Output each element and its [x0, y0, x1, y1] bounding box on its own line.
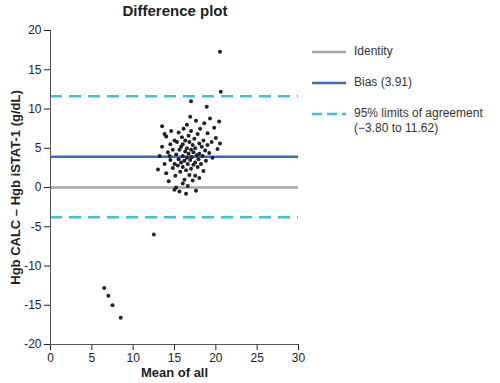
svg-text:30: 30	[292, 351, 306, 365]
svg-text:5: 5	[88, 351, 95, 365]
svg-text:25: 25	[250, 351, 264, 365]
html-text:95% limits of agreement (−3.80: 95% limits of agreement (−3.80 to 11.62)	[354, 106, 483, 135]
svg-text:Hgb CALC – Hgb iSTAT-1 (g/dL): Hgb CALC – Hgb iSTAT-1 (g/dL)	[8, 90, 23, 285]
html-text:Identity: Identity	[354, 44, 393, 58]
html-text:Difference plot: Difference plot	[122, 2, 228, 19]
svg-text:5: 5	[35, 141, 42, 155]
svg-text:-20: -20	[24, 337, 42, 351]
svg-text:0: 0	[47, 351, 54, 365]
svg-text:Mean of all: Mean of all	[141, 365, 208, 380]
svg-text:-5: -5	[31, 220, 42, 234]
svg-text:-10: -10	[24, 259, 42, 273]
svg-text:10: 10	[126, 351, 140, 365]
svg-text:10: 10	[28, 102, 42, 116]
svg-text:20: 20	[28, 23, 42, 37]
svg-text:15: 15	[28, 63, 42, 77]
svg-text:0: 0	[35, 180, 42, 194]
svg-text:20: 20	[209, 351, 223, 365]
svg-text:15: 15	[168, 351, 182, 365]
html-text:Bias (3.91): Bias (3.91)	[354, 75, 412, 89]
svg-text:-15: -15	[24, 298, 42, 312]
